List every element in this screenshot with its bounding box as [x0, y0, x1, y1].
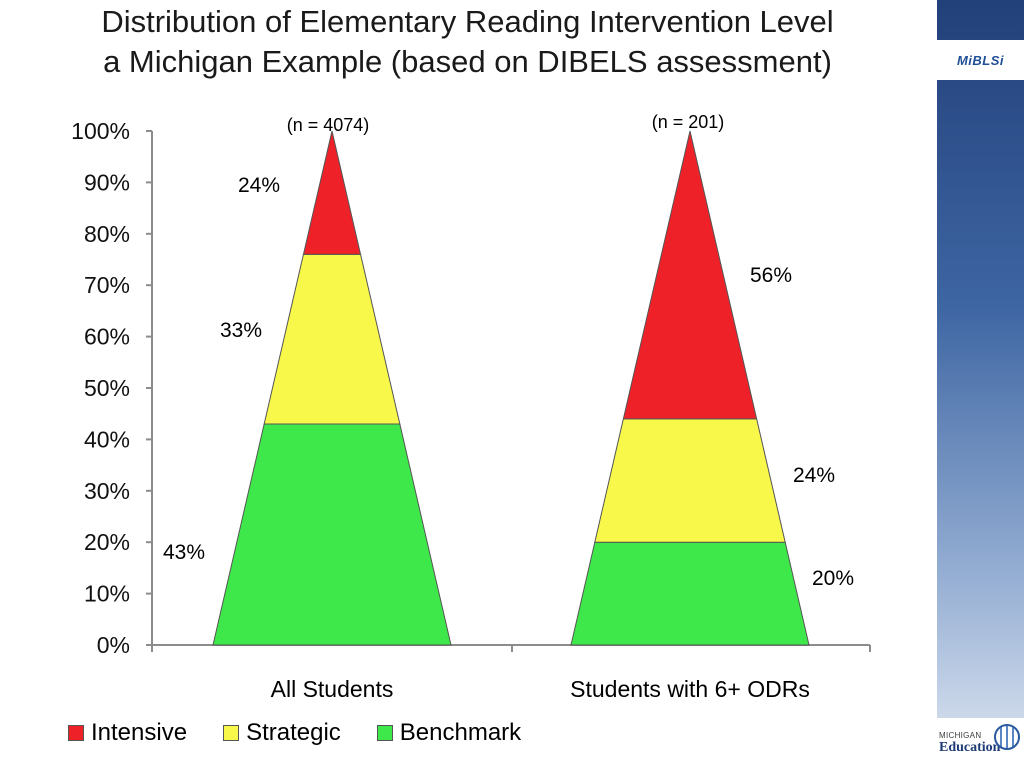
mde-logo-big-text: Education: [939, 740, 1001, 755]
mde-logo-small-text: MICHIGAN: [939, 731, 982, 740]
sample-size-label: (n = 4074): [287, 115, 370, 135]
y-tick-label: 70%: [84, 272, 130, 298]
y-tick-label: 60%: [84, 324, 130, 350]
data-label: 56%: [750, 264, 792, 287]
y-tick-label: 10%: [84, 581, 130, 607]
pyramid-chart: 0% 10% 20% 30% 40% 50% 60% 70% 80% 90% 100% 43% 33% 2…: [71, 112, 871, 702]
x-category-label: Students with 6+ ODRs: [570, 676, 810, 702]
mibls-logo: MiBLSi: [937, 40, 1024, 80]
y-tick-label: 80%: [84, 221, 130, 247]
legend-swatch: [68, 725, 84, 741]
mibls-logo-text: MiBLSi: [956, 52, 1005, 68]
globe-icon: [994, 724, 1020, 750]
data-label: 43%: [163, 541, 205, 564]
chart-legend: Intensive Strategic Benchmark: [68, 718, 557, 748]
y-tick-label: 20%: [84, 529, 130, 555]
pyramid-segment-benchmark: [570, 541, 810, 646]
legend-item-strategic: Strategic: [223, 719, 341, 747]
legend-swatch: [223, 725, 240, 741]
data-label: 20%: [812, 567, 854, 590]
legend-swatch: [376, 725, 393, 741]
data-label: 33%: [220, 319, 262, 342]
pyramid-segment-intensive: [622, 130, 758, 420]
pyramid-segment-strategic: [263, 253, 401, 425]
y-tick-label: 0%: [97, 632, 130, 658]
title-line-2: a Michigan Example (based on DIBELS asse…: [103, 44, 832, 79]
pyramid-segment-strategic: [594, 418, 786, 543]
data-label: 24%: [793, 464, 835, 487]
y-tick-label: 90%: [84, 169, 130, 195]
y-tick-label: 50%: [84, 375, 130, 401]
legend-label: Intensive: [91, 719, 188, 746]
y-tick-label: 40%: [84, 426, 130, 452]
title-line-1: Distribution of Elementary Reading Inter…: [101, 4, 834, 39]
pyramid-segment-benchmark: [212, 423, 452, 646]
chart-title: Distribution of Elementary Reading Inter…: [0, 2, 935, 82]
sample-size-label: (n = 201): [652, 112, 725, 132]
legend-label: Strategic: [246, 719, 341, 746]
legend-label: Benchmark: [399, 719, 522, 746]
legend-item-benchmark: Benchmark: [376, 719, 522, 747]
michigan-education-logo: MICHIGAN Education: [937, 718, 1024, 768]
decorative-sidebar: MiBLSi MICHIGAN Education: [937, 0, 1024, 768]
data-label: 24%: [238, 174, 280, 197]
x-category-label: All Students: [271, 676, 394, 702]
pyramid-segment-intensive: [302, 130, 362, 255]
y-tick-label: 100%: [71, 118, 130, 144]
legend-item-intensive: Intensive: [68, 719, 187, 747]
y-tick-label: 30%: [84, 478, 130, 504]
